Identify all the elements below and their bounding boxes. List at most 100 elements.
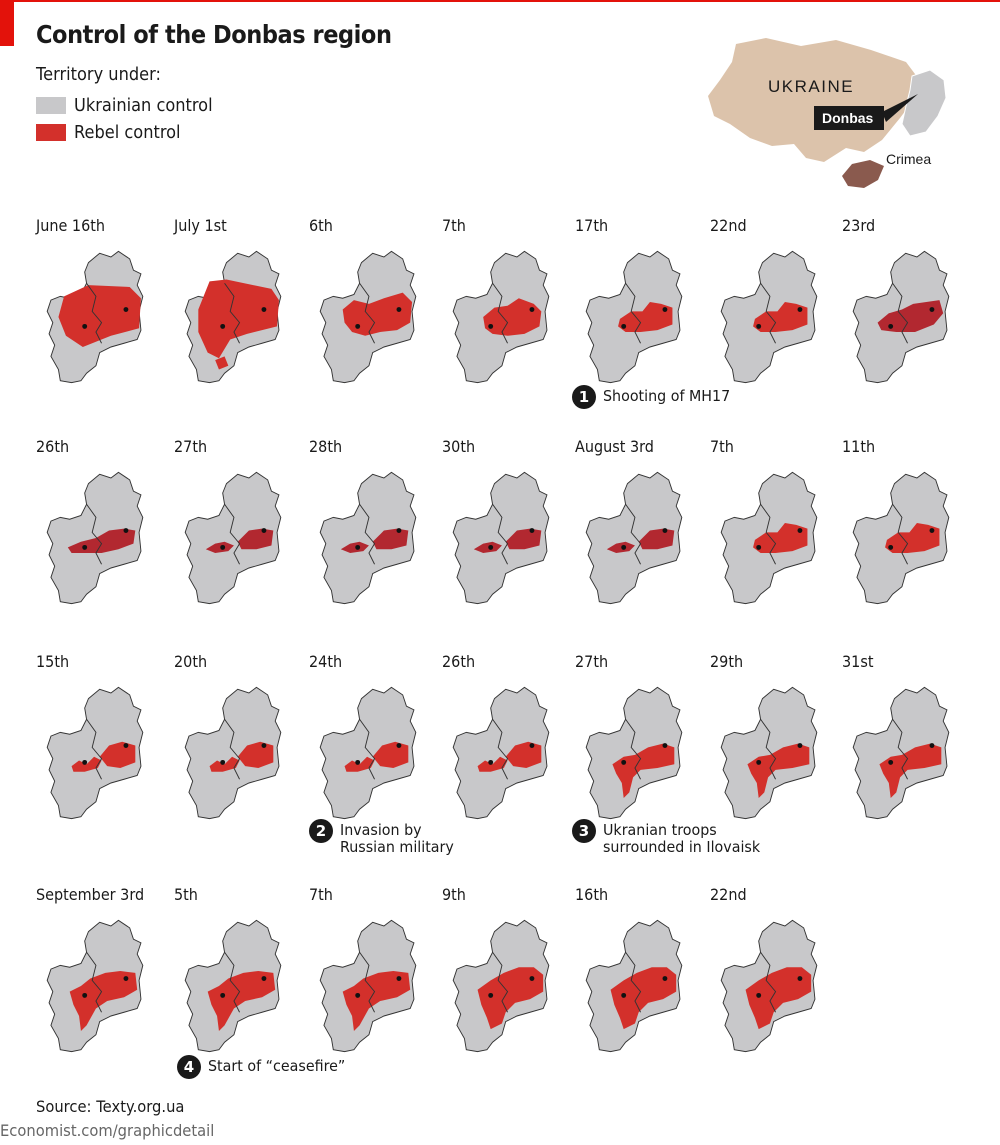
rebel-controlled-area [505, 528, 542, 550]
legend-swatch-ukrainian [36, 96, 66, 114]
oblast-border [892, 718, 909, 780]
map-panel: 7th [309, 885, 439, 1075]
city-dot [355, 992, 361, 998]
map-panel: 11th [842, 437, 972, 627]
city-dot [529, 307, 535, 312]
donbas-map [452, 471, 550, 605]
city-dot [756, 323, 762, 329]
oblast-border [760, 718, 777, 780]
rebel-controlled-area [747, 743, 810, 798]
city-dot [662, 976, 668, 981]
city-dot [355, 323, 361, 329]
ukrainian-controlled-area [319, 686, 417, 820]
city-dot [488, 759, 494, 765]
donbas-map [184, 686, 282, 820]
city-dot [888, 759, 894, 765]
map-panel: 31st [842, 652, 972, 842]
city-dot [888, 323, 894, 329]
rebel-controlled-area [372, 528, 409, 550]
legend-item-ukrainian: Ukrainian control [36, 94, 228, 116]
event-text: Start of “ceasefire” [208, 1057, 346, 1075]
ukrainian-controlled-area [46, 686, 144, 820]
crimea-shape [842, 160, 884, 188]
rebel-controlled-area [753, 302, 808, 332]
panel-date: 30th [442, 437, 476, 456]
panel-date: 11th [842, 437, 876, 456]
panel-date: June 16th [36, 216, 106, 235]
city-dot [929, 528, 935, 533]
event-text: Ukranian troops surrounded in Ilovaisk [603, 821, 761, 856]
oblast-border [224, 951, 241, 1013]
city-dot [756, 544, 762, 550]
map-panel: 29th [710, 652, 840, 842]
event-number: 1 [572, 385, 596, 409]
donbas-map [720, 919, 818, 1053]
rebel-controlled-area [618, 302, 673, 332]
rebel-controlled-area [879, 743, 942, 798]
donbas-map [319, 471, 417, 605]
map-panel: 27th [575, 652, 705, 842]
map-panel: 5th [174, 885, 304, 1075]
rebel-controlled-area [205, 541, 234, 553]
rebel-controlled-area [215, 356, 229, 370]
donbas-map [46, 471, 144, 605]
map-panel: 23rd [842, 216, 972, 406]
city-dot [621, 759, 627, 765]
oblast-border [224, 503, 241, 565]
ukrainian-controlled-area [46, 471, 144, 605]
legend-label-ukrainian: Ukrainian control [74, 94, 213, 116]
city-dot [220, 759, 226, 765]
map-panel: 26th [442, 652, 572, 842]
city-dot [396, 743, 402, 748]
event-4: 4 Start of “ceasefire” [177, 1055, 357, 1079]
source-note: Source: Texty.org.ua [36, 1097, 185, 1116]
panel-date: 29th [710, 652, 744, 671]
city-dot [261, 976, 267, 981]
rebel-controlled-area [58, 285, 141, 347]
panel-date: 24th [309, 652, 343, 671]
panel-date: 6th [309, 216, 333, 235]
city-dot [529, 528, 535, 533]
city-dot [261, 528, 267, 533]
panel-date: 26th [442, 652, 476, 671]
oblast-border [359, 718, 376, 780]
donbas-map [585, 250, 683, 384]
donbas-map [585, 686, 683, 820]
donbas-map [585, 471, 683, 605]
city-dot [488, 992, 494, 998]
rebel-controlled-area [477, 756, 508, 772]
city-dot [396, 307, 402, 312]
brand-tab [0, 0, 14, 46]
city-dot [621, 544, 627, 550]
oblast-border [86, 282, 103, 344]
donbas-map [46, 686, 144, 820]
map-panel: July 1st [174, 216, 304, 406]
rebel-controlled-area [237, 741, 274, 768]
city-dot [929, 307, 935, 312]
event-2: 2 Invasion by Russian military [309, 819, 464, 856]
rebel-controlled-area [606, 541, 635, 553]
donbas-map [46, 919, 144, 1053]
map-panel: September 3rd [36, 885, 166, 1075]
rebel-controlled-area [638, 528, 675, 550]
city-dot [261, 743, 267, 748]
panel-date: 27th [174, 437, 208, 456]
rebel-controlled-area [372, 741, 409, 768]
donbas-map [319, 250, 417, 384]
map-panel: 7th [442, 216, 572, 406]
rebel-controlled-area [198, 279, 279, 359]
legend-title: Territory under: [36, 64, 161, 85]
city-dot [488, 544, 494, 550]
ukrainian-controlled-area [585, 686, 683, 820]
chart-title: Control of the Donbas region [36, 20, 392, 49]
crimea-label: Crimea [886, 151, 931, 167]
credit-line: Economist.com/graphicdetail [0, 1121, 215, 1140]
legend-swatch-rebel [36, 123, 66, 141]
city-dot [123, 976, 129, 981]
city-dot [82, 323, 88, 329]
rebel-controlled-area [483, 298, 542, 336]
city-dot [123, 528, 129, 533]
city-dot [529, 743, 535, 748]
city-dot [220, 323, 226, 329]
event-text: Invasion by Russian military [340, 821, 454, 856]
